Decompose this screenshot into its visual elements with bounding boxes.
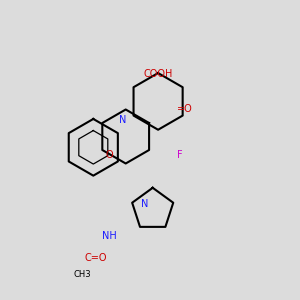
Text: =O: =O [177, 104, 193, 115]
Text: N: N [119, 115, 127, 125]
Text: CH3: CH3 [74, 270, 91, 279]
Text: O: O [106, 150, 113, 161]
Text: C=O: C=O [85, 253, 107, 263]
Text: F: F [177, 150, 182, 161]
Text: N: N [141, 199, 148, 209]
Text: NH: NH [102, 231, 117, 242]
Text: COOH: COOH [143, 69, 173, 80]
